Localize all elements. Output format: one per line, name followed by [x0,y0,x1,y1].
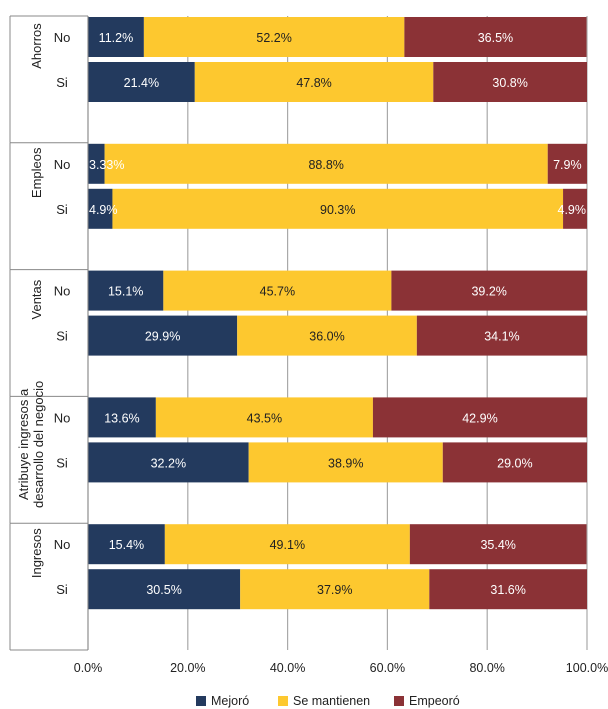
data-label: 35.4% [480,538,515,552]
data-label: 43.5% [247,411,282,425]
legend-label: Se mantienen [293,694,370,708]
data-label: 13.6% [104,411,139,425]
group-label-line: desarrollo del negocio [31,381,46,508]
data-labels: 11.2% 52.2% 36.5% 21.4% 47.8% 30.8% 3.33% 88.8%… [89,31,586,597]
row-label: Si [56,329,68,344]
data-label: 36.5% [478,31,513,45]
row-label: Si [56,455,68,470]
bar-segment [88,569,241,610]
bar-segment [163,270,392,311]
bar-segment [88,397,156,438]
legend-label: Mejoró [211,694,249,708]
data-label: 11.2% [99,31,134,45]
data-label: 49.1% [270,538,305,552]
row-label: No [54,410,71,425]
data-label: 21.4% [124,76,159,90]
x-tick-label: 20.0% [170,661,205,675]
bar-segment [442,442,587,483]
group-label: Ventas [29,279,44,319]
bar-segment [88,270,164,311]
bar-segment [391,270,587,311]
bar-segment [88,143,105,184]
bar-segment [112,188,564,229]
row-label: No [54,30,71,45]
bar-segment [409,524,587,565]
data-label: 15.1% [108,285,143,299]
bar-segment [240,569,430,610]
data-label: 29.0% [497,456,532,470]
bar-segment [88,315,238,356]
data-label: 31.6% [490,583,525,597]
data-label: 47.8% [296,76,331,90]
data-label: 42.9% [462,411,497,425]
row-label: Si [56,202,68,217]
data-label: 4.9% [558,203,587,217]
bar-segment [237,315,417,356]
group-label: Ingresos [29,528,44,578]
bar-segment [194,62,434,102]
data-label: 36.0% [309,330,344,344]
x-tick-label: 80.0% [469,661,504,675]
legend-label: Empeoró [409,694,460,708]
data-label: 3.33% [89,158,124,172]
group-label: Ahorros [29,23,44,69]
row-label: Si [56,75,68,90]
row-label: No [54,284,71,299]
bar-segment [88,17,144,57]
data-label: 88.8% [308,158,343,172]
data-label: 4.9% [89,203,118,217]
bar-segment [88,524,165,565]
bar-segment [433,62,587,102]
legend-swatch [196,696,206,706]
x-tick-label: 40.0% [270,661,305,675]
group-label: Empleos [29,147,44,198]
data-label: 38.9% [328,456,363,470]
data-label: 30.8% [492,76,527,90]
data-label: 7.9% [553,158,582,172]
data-label: 52.2% [256,31,291,45]
bar-segment [164,524,410,565]
data-label: 30.5% [146,583,181,597]
bar-segment [429,569,587,610]
bar-segment [104,143,548,184]
row-label: No [54,157,71,172]
x-tick-label: 100.0% [566,661,608,675]
data-label: 39.2% [471,285,506,299]
bars [88,17,587,610]
data-label: 29.9% [145,330,180,344]
bar-segment [88,188,113,229]
legend: Mejoró Se mantienen Empeoró [196,694,460,708]
data-label: 37.9% [317,583,352,597]
bar-segment [547,143,587,184]
data-label: 45.7% [260,285,295,299]
axes: 0.0% 20.0% 40.0% 60.0% 80.0% 100.0% Ahorros No S… [9,15,608,675]
bar-segment [416,315,587,356]
data-label: 15.4% [109,538,144,552]
bar-segment [88,62,195,102]
row-label: Si [56,582,68,597]
bar-segment [88,442,249,483]
x-tick-label: 0.0% [74,661,103,675]
group-label-line: Atribuye ingresos a [16,388,31,500]
bar-segment [143,17,405,57]
bar-segment [155,397,373,438]
bar-segment [248,442,443,483]
legend-swatch [394,696,404,706]
data-label: 34.1% [484,330,519,344]
legend-swatch [278,696,288,706]
bar-segment [404,17,587,57]
row-label: No [54,537,71,552]
data-label: 90.3% [320,203,355,217]
x-tick-label: 60.0% [370,661,405,675]
data-label: 32.2% [151,456,186,470]
bar-segment [563,188,587,229]
bar-segment [372,397,587,438]
